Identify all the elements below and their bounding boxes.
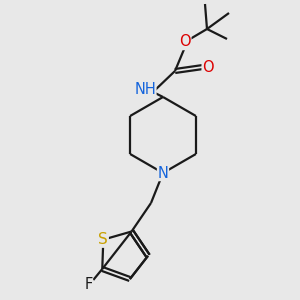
Text: O: O [179, 34, 191, 50]
Text: O: O [202, 59, 214, 74]
Text: N: N [158, 166, 168, 181]
Text: F: F [84, 278, 92, 292]
Text: S: S [98, 232, 108, 247]
Text: NH: NH [134, 82, 156, 97]
